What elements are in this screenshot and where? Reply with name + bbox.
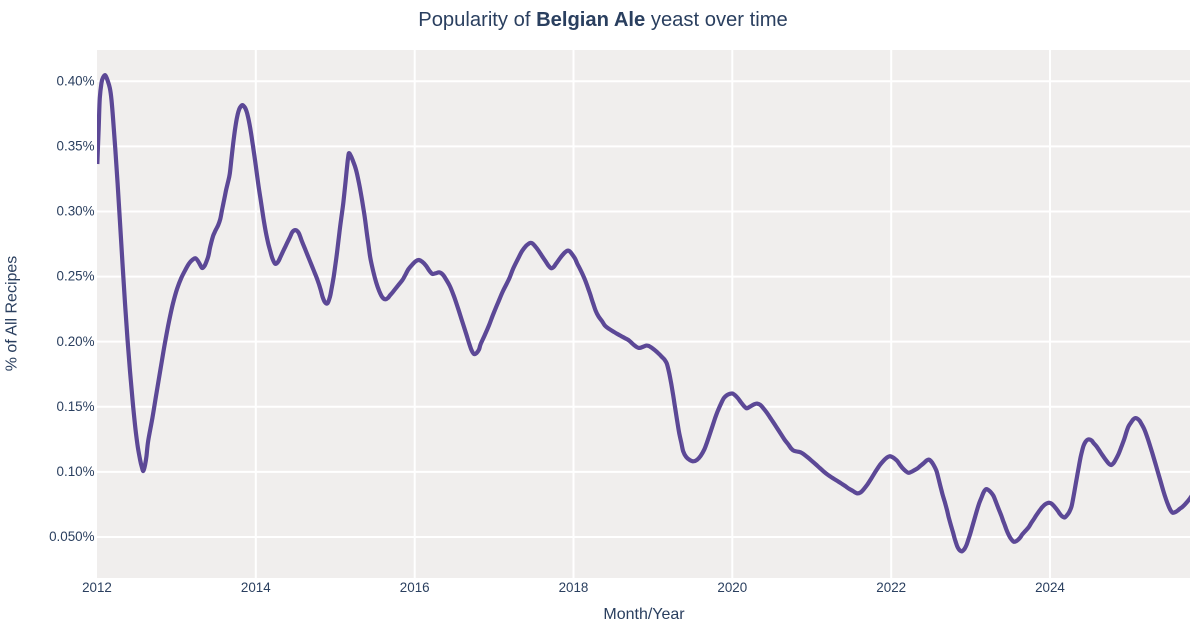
svg-text:Month/Year: Month/Year xyxy=(603,606,685,623)
svg-text:0.10%: 0.10% xyxy=(57,464,95,479)
svg-text:2024: 2024 xyxy=(1035,580,1065,595)
svg-text:2012: 2012 xyxy=(82,580,112,595)
svg-text:Popularity of Belgian Ale yeas: Popularity of Belgian Ale yeast over tim… xyxy=(418,9,788,31)
svg-text:% of All Recipes: % of All Recipes xyxy=(4,256,21,372)
svg-text:2014: 2014 xyxy=(241,580,271,595)
svg-text:0.25%: 0.25% xyxy=(57,269,95,284)
svg-text:2020: 2020 xyxy=(717,580,747,595)
svg-text:0.15%: 0.15% xyxy=(57,399,95,414)
svg-text:2016: 2016 xyxy=(400,580,430,595)
svg-text:0.20%: 0.20% xyxy=(57,334,95,349)
svg-text:0.050%: 0.050% xyxy=(49,529,95,544)
svg-text:2022: 2022 xyxy=(876,580,906,595)
svg-text:0.35%: 0.35% xyxy=(57,139,95,154)
svg-text:0.30%: 0.30% xyxy=(57,204,95,219)
svg-text:0.40%: 0.40% xyxy=(57,73,95,88)
svg-text:2018: 2018 xyxy=(559,580,589,595)
